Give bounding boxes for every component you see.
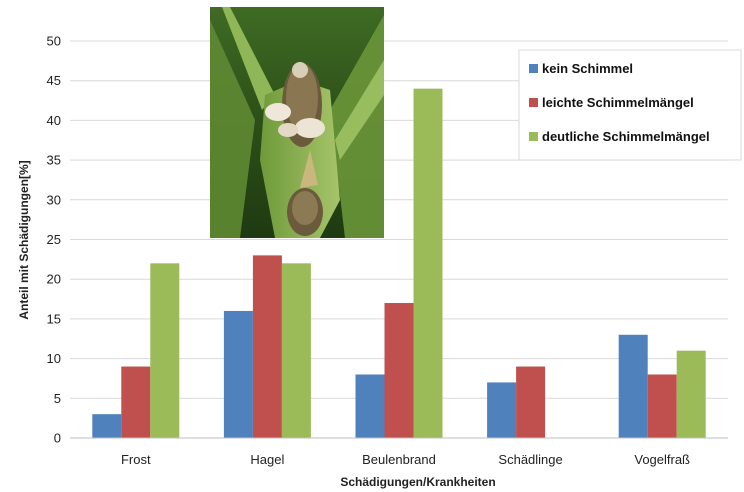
y-tick-label: 40 (47, 113, 61, 128)
bar-leichte-schimmelm-ngel-hagel (252, 255, 282, 438)
y-tick-label: 35 (47, 153, 61, 168)
y-tick-label: 15 (47, 311, 61, 326)
bar-kein-schimmel-beulenbrand (355, 374, 385, 438)
bar-deutliche-schimmelm-ngel-frost (150, 263, 180, 438)
y-tick-label: 20 (47, 272, 61, 287)
y-tick-label: 10 (47, 351, 61, 366)
bar-kein-schimmel-hagel (223, 310, 253, 438)
legend-box (518, 49, 742, 161)
legend-swatch-leichte-schimmelmaengel (529, 98, 538, 107)
bar-kein-schimmel-vogelfra- (618, 334, 648, 438)
x-tick-label: Vogelfraß (634, 452, 690, 467)
x-axis-ticks: Frost Hagel Beulenbrand Schädlinge Vogelfraß (121, 452, 690, 467)
bar-leichte-schimmelm-ngel-vogelfra- (647, 374, 677, 438)
bar-leichte-schimmelm-ngel-frost (121, 366, 151, 438)
y-tick-label: 50 (47, 34, 61, 49)
bars-group (92, 88, 706, 438)
bar-leichte-schimmelm-ngel-sch-dlinge (516, 366, 546, 438)
legend-label-leichte-schimmelmaengel: leichte Schimmelmängel (542, 95, 694, 110)
y-tick-label: 25 (47, 232, 61, 247)
y-tick-label: 30 (47, 192, 61, 207)
legend-label-deutliche-schimmelmaengel: deutliche Schimmelmängel (542, 129, 710, 144)
y-axis-title: Anteil mit Schädigungen[%] (17, 160, 31, 319)
legend-swatch-kein-schimmel (529, 64, 538, 73)
bar-kein-schimmel-frost (92, 414, 122, 438)
bar-deutliche-schimmelm-ngel-vogelfra- (676, 350, 706, 438)
bar-deutliche-schimmelm-ngel-beulenbrand (413, 88, 443, 438)
x-tick-label: Frost (121, 452, 151, 467)
bar-leichte-schimmelm-ngel-beulenbrand (384, 303, 414, 438)
y-tick-label: 5 (54, 391, 61, 406)
x-axis-title: Schädigungen/Krankheiten (340, 475, 495, 489)
y-tick-label: 0 (54, 431, 61, 446)
x-tick-label: Hagel (250, 452, 284, 467)
bar-deutliche-schimmelm-ngel-hagel (281, 263, 311, 438)
legend-label-kein-schimmel: kein Schimmel (542, 61, 633, 76)
x-tick-label: Beulenbrand (362, 452, 436, 467)
bar-kein-schimmel-sch-dlinge (487, 382, 517, 438)
corn-cob-photo (210, 7, 384, 238)
grid-lines (70, 40, 728, 399)
y-tick-label: 45 (47, 73, 61, 88)
y-axis-ticks: 0 5 10 15 20 25 30 35 40 45 50 (47, 34, 61, 446)
x-tick-label: Schädlinge (498, 452, 562, 467)
legend: kein Schimmel leichte Schimmelmängel deu… (518, 49, 742, 161)
legend-swatch-deutliche-schimmelmaengel (529, 132, 538, 141)
